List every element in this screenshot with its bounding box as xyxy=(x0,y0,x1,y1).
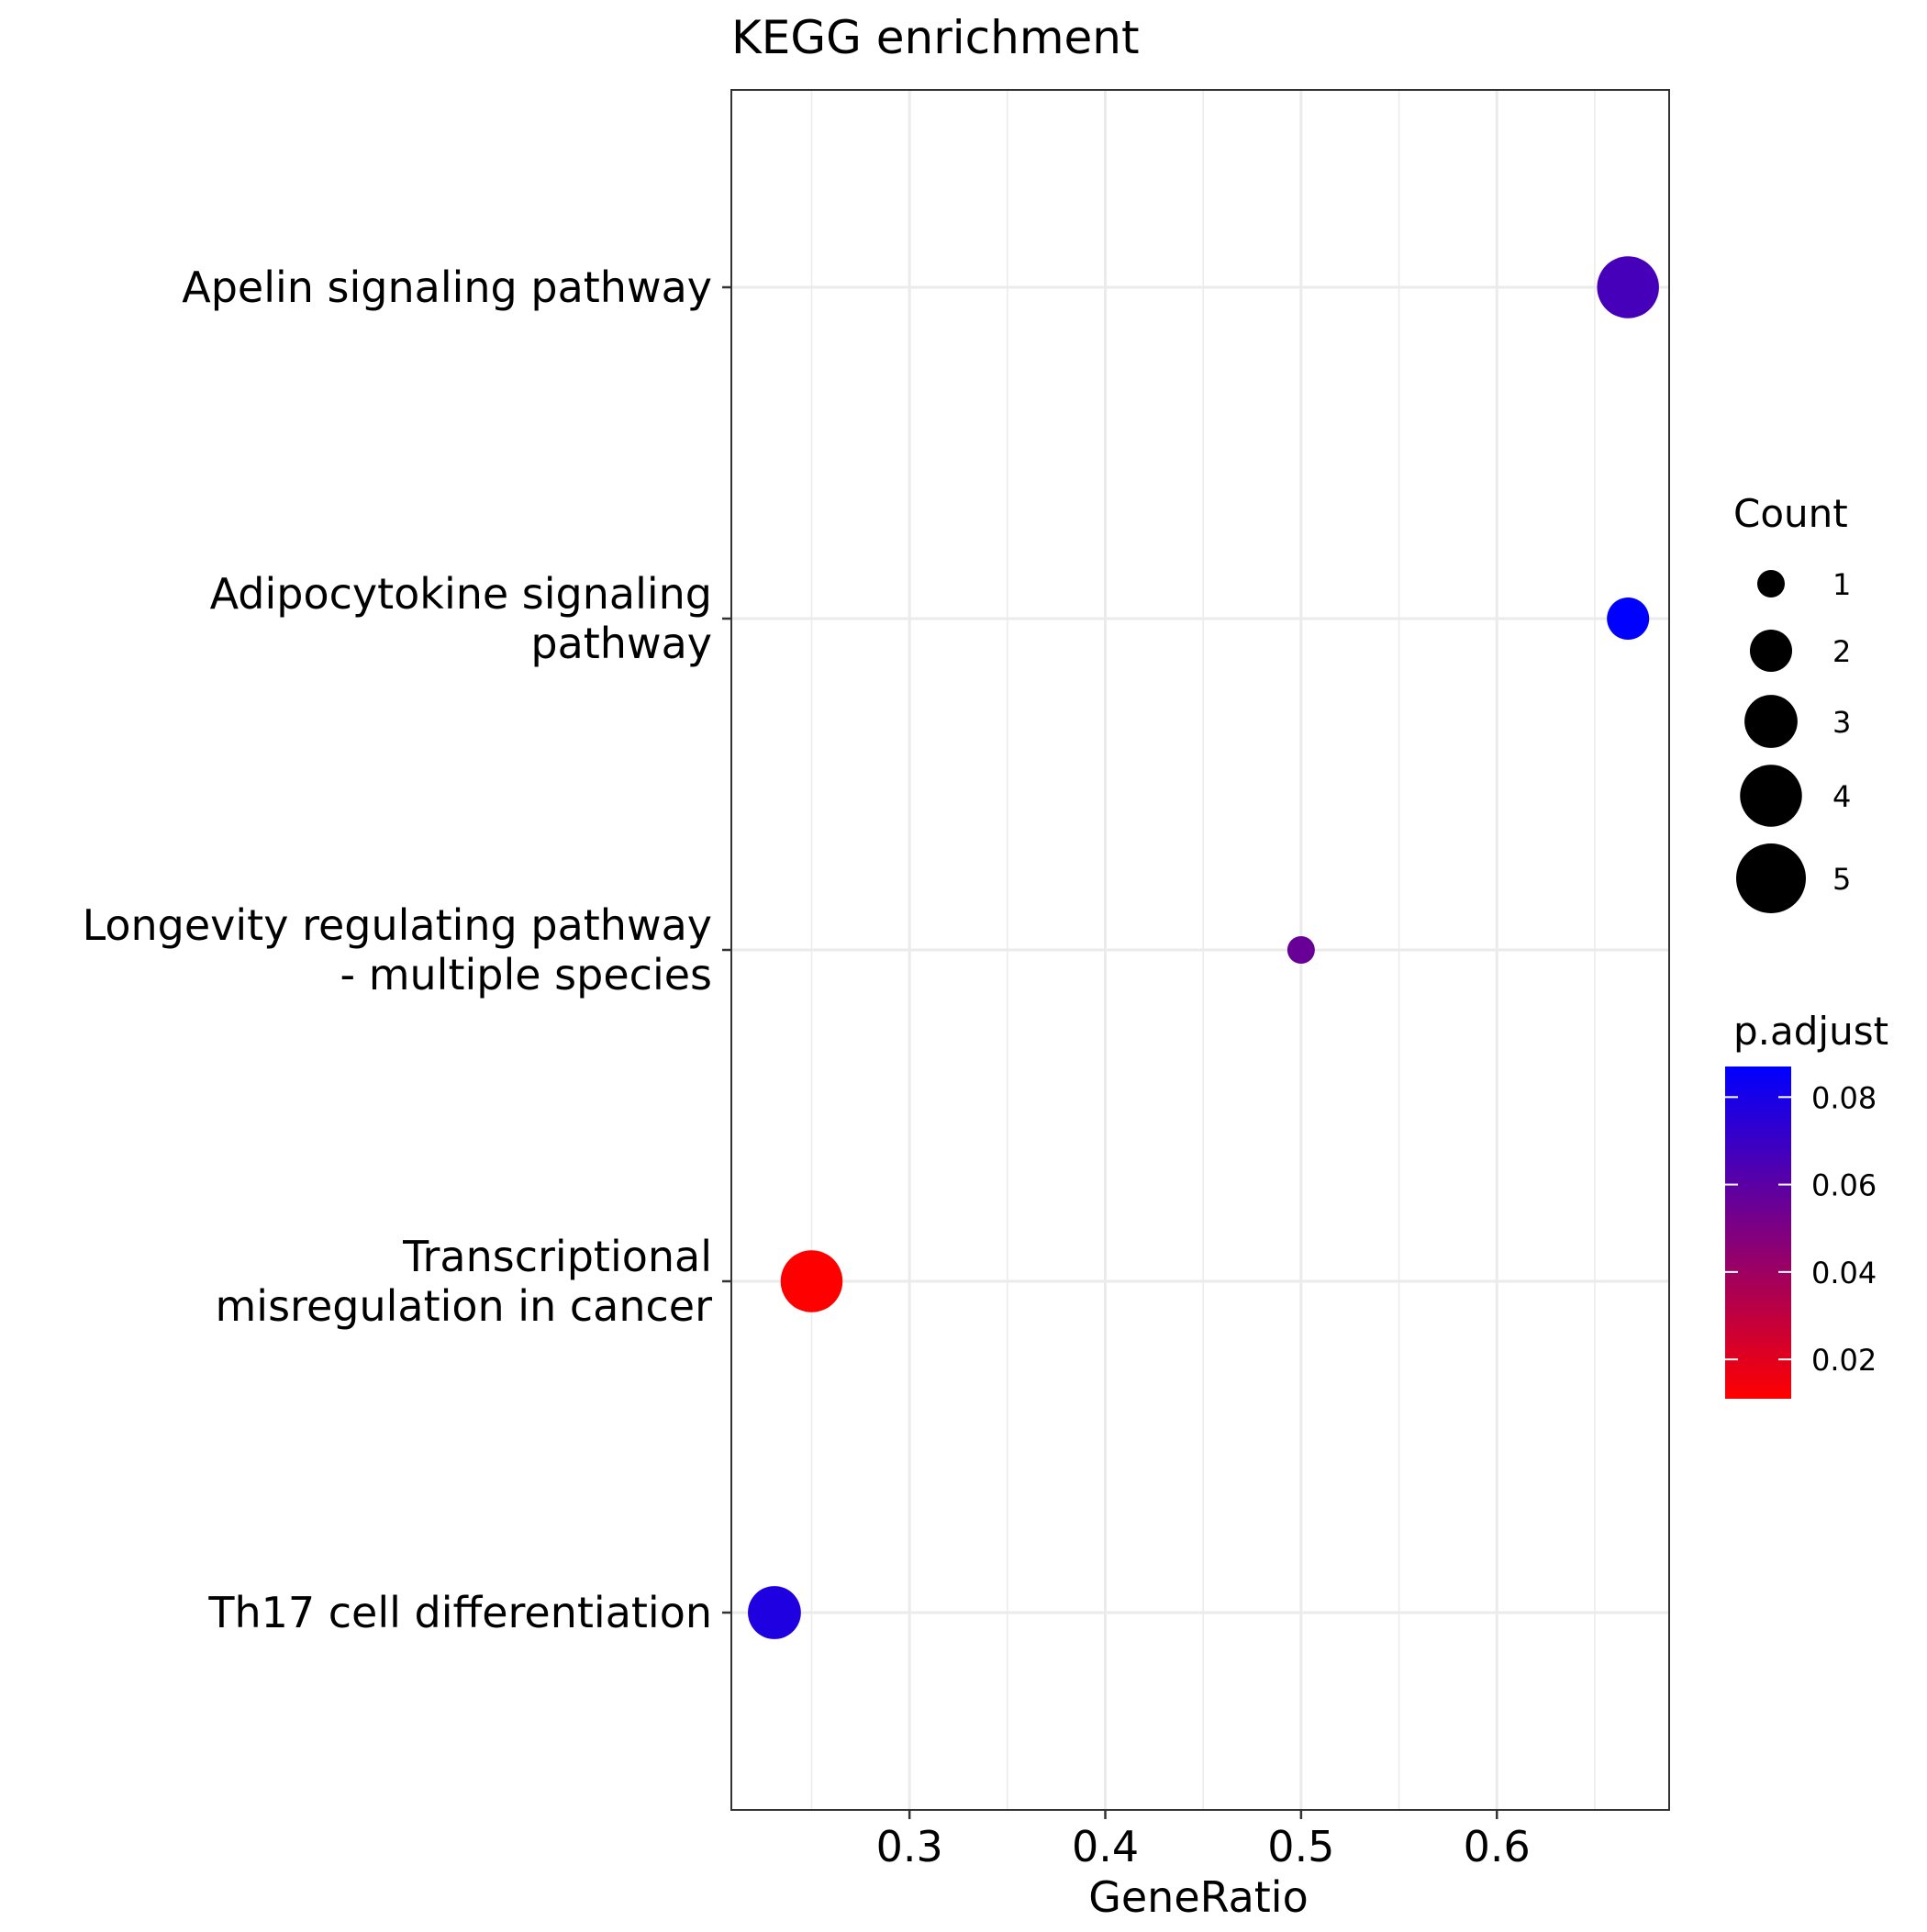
x-tick-label: 0.3 xyxy=(876,1822,943,1871)
data-point xyxy=(1287,936,1315,964)
color-legend-label: 0.08 xyxy=(1811,1080,1877,1115)
y-tick-label: Adipocytokine signaling xyxy=(210,569,712,619)
data-point xyxy=(1607,597,1650,641)
x-tick-label: 0.6 xyxy=(1464,1822,1531,1871)
y-tick-label: Transcriptional xyxy=(402,1232,712,1281)
chart-title: KEGG enrichment xyxy=(731,11,1140,64)
size-legend-label: 1 xyxy=(1832,567,1851,602)
size-legend-key xyxy=(1749,629,1793,673)
color-bar xyxy=(1725,1067,1791,1399)
y-tick-label: - multiple species xyxy=(340,950,713,1000)
data-point xyxy=(780,1250,843,1312)
size-legend-label: 2 xyxy=(1832,634,1851,669)
y-axis: Apelin signaling pathway Adipocytokine si… xyxy=(83,262,731,1637)
plot-panel xyxy=(730,89,1670,1811)
y-tick-label: misregulation in cancer xyxy=(215,1281,712,1331)
color-legend-label: 0.06 xyxy=(1811,1168,1877,1203)
x-tick-label: 0.5 xyxy=(1267,1822,1334,1871)
color-legend-label: 0.02 xyxy=(1811,1343,1877,1378)
size-legend-key xyxy=(1740,765,1802,827)
size-legend: 1 2 3 4 5 xyxy=(1736,567,1851,913)
size-legend-label: 3 xyxy=(1832,705,1851,740)
size-legend-key xyxy=(1736,843,1806,913)
x-tick-label: 0.4 xyxy=(1072,1822,1139,1871)
y-tick-label: pathway xyxy=(530,619,712,668)
data-point xyxy=(748,1586,801,1639)
size-legend-key xyxy=(1744,695,1798,748)
y-tick-label: Longevity regulating pathway xyxy=(83,900,712,950)
size-legend-title: Count xyxy=(1733,491,1848,536)
size-legend-label: 5 xyxy=(1832,862,1851,897)
color-legend-label: 0.04 xyxy=(1811,1256,1877,1290)
x-axis: 0.3 0.4 0.5 0.6 xyxy=(876,1810,1531,1871)
x-axis-label: GeneRatio xyxy=(1088,1872,1309,1922)
y-tick-label: Apelin signaling pathway xyxy=(182,262,712,312)
y-tick-label: Th17 cell differentiation xyxy=(207,1588,712,1637)
color-legend: 0.02 0.04 0.06 0.08 xyxy=(1725,1067,1877,1399)
data-point xyxy=(1597,256,1659,318)
size-legend-label: 4 xyxy=(1832,779,1851,814)
color-legend-title: p.adjust xyxy=(1733,1009,1888,1054)
size-legend-key xyxy=(1757,570,1785,597)
